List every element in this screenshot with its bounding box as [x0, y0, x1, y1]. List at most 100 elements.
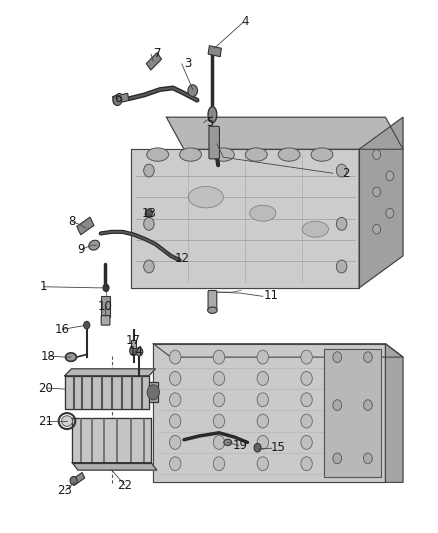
Circle shape — [364, 400, 372, 410]
Circle shape — [213, 372, 225, 385]
Circle shape — [333, 352, 342, 362]
Circle shape — [144, 217, 154, 230]
Circle shape — [257, 372, 268, 385]
Polygon shape — [65, 376, 149, 409]
Circle shape — [386, 171, 394, 181]
Text: 20: 20 — [39, 382, 53, 394]
Text: 12: 12 — [174, 252, 189, 265]
Ellipse shape — [61, 416, 72, 426]
Circle shape — [170, 435, 181, 449]
Circle shape — [345, 457, 356, 471]
Circle shape — [147, 385, 159, 400]
Circle shape — [213, 350, 225, 364]
Ellipse shape — [208, 107, 217, 123]
Bar — [208, 46, 222, 56]
Circle shape — [213, 457, 225, 471]
Circle shape — [257, 414, 268, 428]
Circle shape — [257, 393, 268, 407]
Circle shape — [213, 393, 225, 407]
Circle shape — [345, 350, 356, 364]
Polygon shape — [385, 344, 403, 482]
Circle shape — [364, 352, 372, 362]
Text: 4: 4 — [241, 15, 249, 28]
Polygon shape — [166, 117, 403, 149]
Circle shape — [103, 284, 109, 292]
Circle shape — [144, 260, 154, 273]
FancyBboxPatch shape — [209, 126, 219, 159]
Ellipse shape — [147, 148, 169, 161]
Text: 14: 14 — [128, 345, 143, 358]
Polygon shape — [72, 418, 151, 463]
Text: 10: 10 — [98, 300, 113, 313]
Text: 2: 2 — [342, 167, 350, 180]
Polygon shape — [149, 382, 158, 402]
Circle shape — [136, 348, 143, 356]
Text: 16: 16 — [55, 323, 70, 336]
FancyBboxPatch shape — [101, 316, 110, 325]
Ellipse shape — [224, 439, 232, 446]
Circle shape — [333, 400, 342, 410]
Circle shape — [113, 95, 122, 106]
Circle shape — [257, 435, 268, 449]
Polygon shape — [153, 344, 403, 357]
Circle shape — [254, 443, 261, 452]
Ellipse shape — [250, 205, 276, 221]
FancyBboxPatch shape — [208, 290, 217, 310]
Text: 13: 13 — [141, 207, 156, 220]
Circle shape — [386, 208, 394, 218]
Circle shape — [170, 393, 181, 407]
Circle shape — [301, 372, 312, 385]
Text: 7: 7 — [154, 47, 162, 60]
Ellipse shape — [245, 148, 267, 161]
Polygon shape — [72, 463, 157, 470]
Text: 23: 23 — [57, 484, 72, 497]
Circle shape — [70, 477, 77, 485]
Polygon shape — [153, 344, 385, 482]
Text: 8: 8 — [69, 215, 76, 228]
Text: 5: 5 — [207, 116, 214, 129]
Text: 17: 17 — [126, 334, 141, 346]
Circle shape — [257, 457, 268, 471]
FancyBboxPatch shape — [101, 296, 110, 317]
Circle shape — [373, 224, 381, 234]
Circle shape — [188, 85, 198, 96]
Circle shape — [130, 346, 138, 356]
Circle shape — [301, 350, 312, 364]
Bar — [71, 472, 85, 486]
Circle shape — [336, 260, 347, 273]
Polygon shape — [324, 349, 381, 477]
Bar — [77, 217, 94, 235]
Circle shape — [345, 414, 356, 428]
Circle shape — [333, 453, 342, 464]
Text: 21: 21 — [39, 415, 53, 427]
Ellipse shape — [89, 240, 99, 250]
Text: 19: 19 — [233, 439, 247, 451]
Text: 6: 6 — [114, 92, 122, 105]
Circle shape — [170, 457, 181, 471]
Text: 1: 1 — [40, 280, 48, 293]
Ellipse shape — [180, 148, 201, 161]
Ellipse shape — [66, 353, 76, 361]
Ellipse shape — [188, 187, 223, 208]
Circle shape — [170, 350, 181, 364]
Ellipse shape — [208, 307, 217, 313]
Circle shape — [84, 321, 90, 329]
Text: 18: 18 — [41, 350, 56, 362]
Circle shape — [301, 393, 312, 407]
Text: 3: 3 — [185, 58, 192, 70]
Ellipse shape — [212, 148, 234, 161]
Ellipse shape — [302, 221, 328, 237]
Ellipse shape — [278, 148, 300, 161]
Circle shape — [364, 453, 372, 464]
Circle shape — [345, 435, 356, 449]
Circle shape — [213, 435, 225, 449]
Circle shape — [145, 209, 152, 217]
Circle shape — [257, 350, 268, 364]
Polygon shape — [359, 117, 403, 288]
Circle shape — [170, 372, 181, 385]
Polygon shape — [131, 149, 359, 288]
Text: 9: 9 — [77, 243, 85, 256]
Bar — [113, 93, 129, 104]
Circle shape — [336, 164, 347, 177]
Text: 15: 15 — [271, 441, 286, 454]
